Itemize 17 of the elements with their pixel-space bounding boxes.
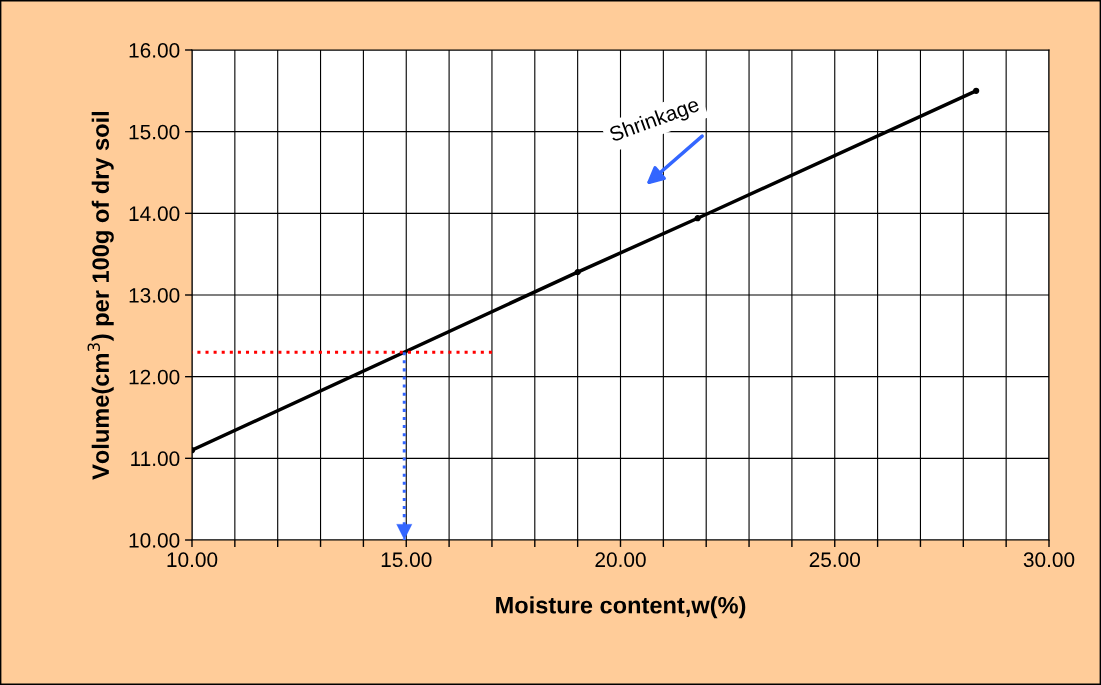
point	[973, 87, 980, 94]
point	[694, 215, 701, 222]
x-tick-label: 15.00	[381, 552, 432, 568]
point	[574, 269, 581, 276]
x-tick-label: 10.00	[167, 552, 218, 568]
y-tick-label: 15.00	[129, 124, 180, 140]
y-tick-label: 11.00	[131, 451, 180, 467]
x-tick-label: 30.00	[1023, 552, 1075, 568]
y-tick-label: 13.00	[129, 288, 180, 303]
y-tick-label: 16.00	[129, 43, 180, 58]
x-tick-label: 25.00	[809, 552, 860, 568]
y-tick-label: 12.00	[129, 369, 180, 385]
y-tick-label: 14.00	[129, 206, 180, 222]
x-axis-title: Moisture content,w(%)	[496, 596, 746, 619]
y-tick-label: 10.00	[129, 533, 180, 548]
y-axis-title: Volume(cm$^{3}$) per 100g of dry soil	[87, 111, 114, 480]
x-tick-label: 20.00	[595, 552, 646, 568]
